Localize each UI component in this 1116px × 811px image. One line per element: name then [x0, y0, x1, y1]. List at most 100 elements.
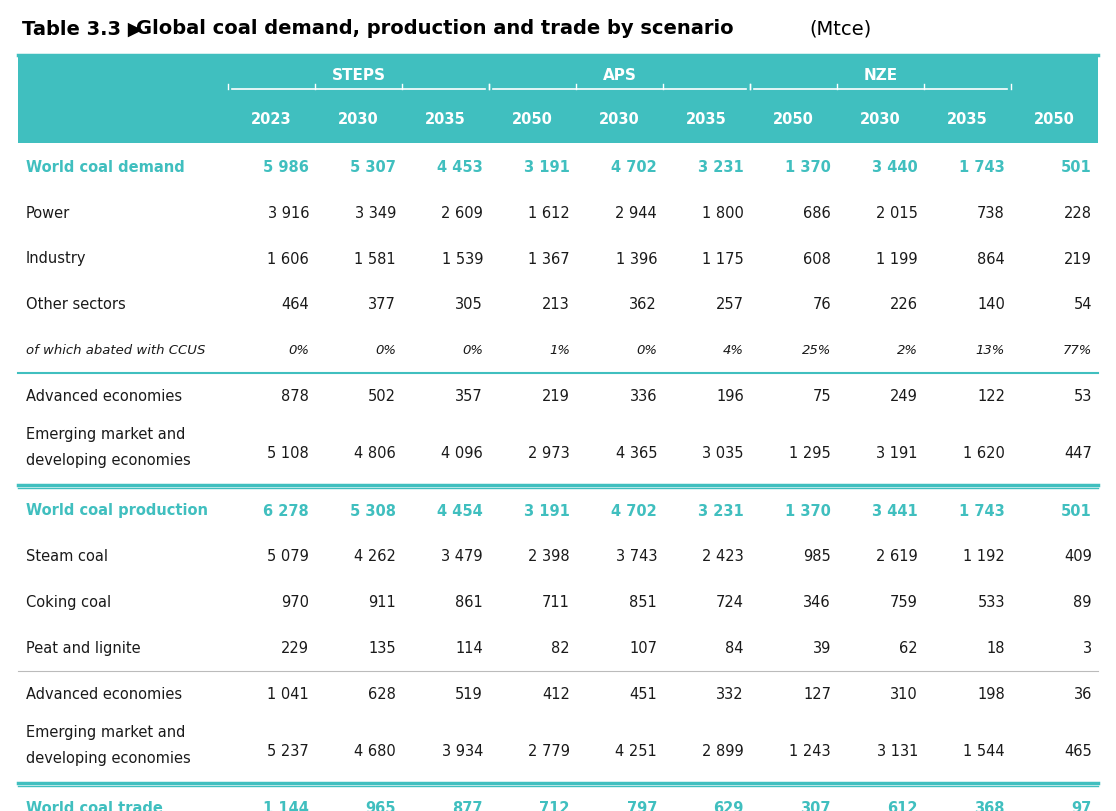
- Text: 5 986: 5 986: [263, 159, 309, 174]
- Text: 336: 336: [629, 389, 657, 404]
- Text: 249: 249: [891, 389, 918, 404]
- Text: 2 423: 2 423: [702, 549, 744, 564]
- Text: 3 035: 3 035: [702, 446, 744, 461]
- Text: 2035: 2035: [947, 113, 988, 127]
- Text: 0%: 0%: [636, 344, 657, 357]
- Text: Advanced economies: Advanced economies: [26, 389, 182, 404]
- Text: 629: 629: [713, 800, 744, 811]
- Text: 2030: 2030: [860, 113, 901, 127]
- Text: 226: 226: [889, 297, 918, 312]
- Text: 53: 53: [1074, 389, 1091, 404]
- Text: 851: 851: [629, 594, 657, 610]
- Text: 1 544: 1 544: [963, 744, 1006, 758]
- Text: 3 349: 3 349: [355, 205, 396, 221]
- Text: 3 743: 3 743: [616, 549, 657, 564]
- Text: 2035: 2035: [686, 113, 727, 127]
- Text: 3 191: 3 191: [525, 503, 570, 518]
- Text: (Mtce): (Mtce): [809, 19, 872, 38]
- Text: 1 612: 1 612: [528, 205, 570, 221]
- Text: 864: 864: [978, 251, 1006, 266]
- Text: 3 231: 3 231: [699, 503, 744, 518]
- Text: 2 609: 2 609: [441, 205, 483, 221]
- Text: 5 079: 5 079: [267, 549, 309, 564]
- Text: 1 581: 1 581: [355, 251, 396, 266]
- Text: 13%: 13%: [975, 344, 1006, 357]
- Bar: [18, 625, 1098, 672]
- Text: 465: 465: [1065, 744, 1091, 758]
- Text: 2023: 2023: [251, 113, 291, 127]
- Bar: [18, 281, 1098, 328]
- Text: 5 108: 5 108: [267, 446, 309, 461]
- Bar: [18, 534, 1098, 579]
- Text: 4 702: 4 702: [612, 503, 657, 518]
- Text: 3 441: 3 441: [873, 503, 918, 518]
- Bar: [18, 487, 1098, 534]
- Text: Peat and lignite: Peat and lignite: [26, 641, 141, 655]
- Text: 1 295: 1 295: [789, 446, 831, 461]
- Text: 0%: 0%: [288, 344, 309, 357]
- Text: 4%: 4%: [723, 344, 744, 357]
- Text: 307: 307: [800, 800, 831, 811]
- Text: 2 973: 2 973: [528, 446, 570, 461]
- Text: 3 191: 3 191: [876, 446, 918, 461]
- Text: 686: 686: [804, 205, 831, 221]
- Text: 18: 18: [987, 641, 1006, 655]
- Text: 711: 711: [542, 594, 570, 610]
- Text: 0%: 0%: [375, 344, 396, 357]
- Text: 1 144: 1 144: [263, 800, 309, 811]
- Text: 502: 502: [368, 389, 396, 404]
- Bar: [18, 328, 1098, 374]
- Text: 135: 135: [368, 641, 396, 655]
- Text: 2 015: 2 015: [876, 205, 918, 221]
- Text: Advanced economies: Advanced economies: [26, 687, 182, 702]
- Text: 4 702: 4 702: [612, 159, 657, 174]
- Text: NZE: NZE: [864, 68, 897, 84]
- Text: 451: 451: [629, 687, 657, 702]
- Text: 4 454: 4 454: [437, 503, 483, 518]
- Text: 76: 76: [812, 297, 831, 312]
- Text: 3 479: 3 479: [441, 549, 483, 564]
- Text: 84: 84: [725, 641, 744, 655]
- Bar: [18, 419, 1098, 487]
- Text: 5 308: 5 308: [350, 503, 396, 518]
- Text: 1 199: 1 199: [876, 251, 918, 266]
- Text: 36: 36: [1074, 687, 1091, 702]
- Text: 3 916: 3 916: [268, 205, 309, 221]
- Text: 464: 464: [281, 297, 309, 312]
- Text: 608: 608: [804, 251, 831, 266]
- Text: 861: 861: [455, 594, 483, 610]
- Text: 1 041: 1 041: [267, 687, 309, 702]
- Text: 985: 985: [804, 549, 831, 564]
- Text: 4 251: 4 251: [615, 744, 657, 758]
- Text: 1 192: 1 192: [963, 549, 1006, 564]
- Text: 0%: 0%: [462, 344, 483, 357]
- Text: 1 175: 1 175: [702, 251, 744, 266]
- Bar: [18, 374, 1098, 419]
- Text: 305: 305: [455, 297, 483, 312]
- Text: 1 743: 1 743: [960, 503, 1006, 518]
- Text: Coking coal: Coking coal: [26, 594, 112, 610]
- Text: 712: 712: [539, 800, 570, 811]
- Text: 2030: 2030: [599, 113, 639, 127]
- Text: 6 278: 6 278: [263, 503, 309, 518]
- Text: World coal production: World coal production: [26, 503, 208, 518]
- Text: 2050: 2050: [512, 113, 552, 127]
- Text: 3 440: 3 440: [873, 159, 918, 174]
- Text: 2 619: 2 619: [876, 549, 918, 564]
- Text: 122: 122: [976, 389, 1006, 404]
- Text: 62: 62: [899, 641, 918, 655]
- Text: 1 800: 1 800: [702, 205, 744, 221]
- Text: 447: 447: [1065, 446, 1091, 461]
- Text: 127: 127: [804, 687, 831, 702]
- Bar: [18, 236, 1098, 281]
- Text: Industry: Industry: [26, 251, 87, 266]
- Text: 2 944: 2 944: [615, 205, 657, 221]
- Text: 970: 970: [281, 594, 309, 610]
- Text: 3 934: 3 934: [442, 744, 483, 758]
- Text: 1 367: 1 367: [528, 251, 570, 266]
- Text: APS: APS: [603, 68, 636, 84]
- Text: 2 398: 2 398: [528, 549, 570, 564]
- Text: 911: 911: [368, 594, 396, 610]
- Text: 1%: 1%: [549, 344, 570, 357]
- Text: 75: 75: [812, 389, 831, 404]
